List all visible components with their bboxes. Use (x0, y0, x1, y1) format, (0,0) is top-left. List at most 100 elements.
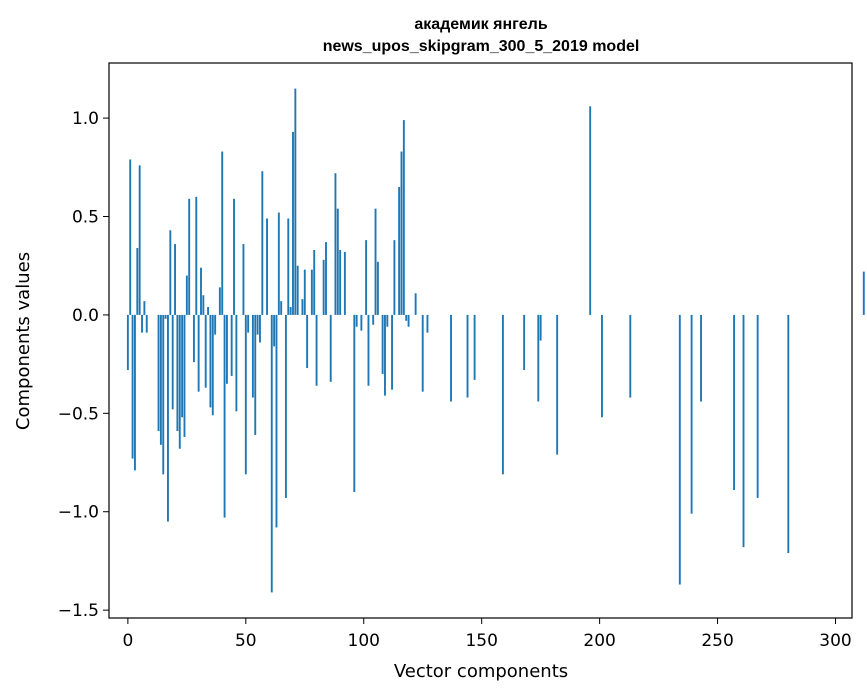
bar-54 (254, 314, 257, 435)
bar-243 (700, 314, 702, 402)
bar-70 (292, 131, 294, 315)
y-tick-label: −1.5 (58, 601, 99, 621)
bar-25 (185, 275, 188, 315)
y-tick-label: 1.0 (72, 109, 99, 129)
bar-117 (402, 120, 405, 315)
bar-37 (214, 314, 217, 335)
y-tick-label: 0.5 (72, 208, 99, 228)
bar-88 (334, 173, 337, 315)
bar-8 (145, 314, 148, 333)
bar-119 (407, 314, 410, 327)
bar-29 (195, 196, 198, 315)
bar-106 (376, 261, 379, 315)
bar-13 (157, 314, 160, 432)
bar-109 (384, 314, 386, 396)
bar-63 (275, 314, 278, 528)
bar-62 (273, 314, 276, 347)
bar-56 (259, 314, 261, 343)
bar-239 (690, 314, 693, 514)
bar-64 (277, 212, 280, 315)
bar-267 (756, 314, 759, 498)
bar-65 (280, 301, 283, 315)
bar-147 (473, 314, 476, 380)
bar-159 (501, 314, 504, 475)
bar-31 (200, 267, 202, 315)
bar-261 (742, 314, 745, 548)
bar-36 (211, 314, 214, 416)
bar-86 (329, 314, 332, 382)
bar-49 (242, 244, 245, 315)
bar-2 (131, 314, 134, 459)
bar-20 (174, 244, 176, 315)
bar-30 (197, 314, 200, 392)
bar-113 (393, 240, 396, 315)
bar-17 (167, 314, 169, 522)
bar-44 (230, 314, 233, 376)
bar-213 (629, 314, 632, 398)
bar-105 (374, 208, 377, 315)
bar-24 (183, 314, 186, 437)
bar-59 (266, 218, 268, 315)
bar-102 (367, 314, 370, 386)
bar-5 (138, 165, 141, 315)
bar-34 (207, 307, 210, 315)
bar-23 (181, 314, 184, 418)
y-axis-label: Components values (13, 252, 34, 430)
y-tick-label: −1.0 (58, 503, 99, 523)
bar-201 (601, 314, 603, 418)
bar-312 (862, 271, 865, 315)
x-tick-label: 200 (583, 631, 615, 651)
bar-45 (233, 198, 235, 315)
bar-21 (176, 314, 179, 432)
bar-1 (129, 159, 132, 315)
bar-122 (414, 293, 417, 315)
bar-108 (381, 314, 384, 374)
bar-125 (421, 314, 424, 392)
bar-26 (188, 198, 191, 315)
bar-15 (162, 314, 165, 475)
bar-6 (141, 314, 143, 333)
x-tick-label: 150 (465, 631, 497, 651)
bar-101 (365, 240, 368, 315)
bar-76 (306, 314, 309, 369)
bar-7 (143, 301, 146, 315)
bar-67 (284, 314, 287, 498)
x-tick-label: 100 (348, 631, 380, 651)
x-axis-label: Vector components (394, 661, 568, 682)
bar-50 (244, 314, 247, 475)
bar-144 (466, 314, 469, 398)
bar-112 (391, 314, 393, 390)
bar-51 (247, 314, 250, 333)
bar-74 (301, 299, 304, 315)
x-tick-label: 250 (701, 631, 733, 651)
plot-frame (108, 62, 853, 619)
bar-39 (218, 287, 221, 315)
bar-137 (450, 314, 452, 402)
bars-group (126, 88, 865, 593)
bar-110 (386, 314, 389, 327)
bar-174 (537, 314, 540, 402)
bar-18 (169, 230, 172, 315)
bar-80 (315, 314, 318, 386)
bar-104 (372, 314, 375, 325)
bar-257 (733, 314, 736, 491)
bar-4 (136, 248, 139, 315)
bar-14 (159, 314, 162, 445)
bar-3 (134, 314, 136, 471)
y-axis: −1.5 −1.0 −0.5 0.0 0.5 1.0 (58, 109, 109, 621)
x-tick-label: 300 (819, 631, 851, 651)
bar-175 (539, 314, 542, 341)
bar-97 (355, 314, 358, 327)
bar-22 (178, 314, 181, 449)
bar-57 (261, 171, 264, 315)
chart-subtitle: news_upos_skipgram_300_5_2019 model (323, 38, 640, 55)
bar-41 (223, 314, 226, 518)
bar-83 (322, 259, 325, 315)
bar-280 (787, 314, 790, 554)
bar-35 (209, 314, 212, 408)
bar-78 (310, 269, 313, 315)
bar-53 (251, 314, 254, 398)
bar-19 (171, 314, 174, 410)
bar-115 (398, 186, 401, 315)
